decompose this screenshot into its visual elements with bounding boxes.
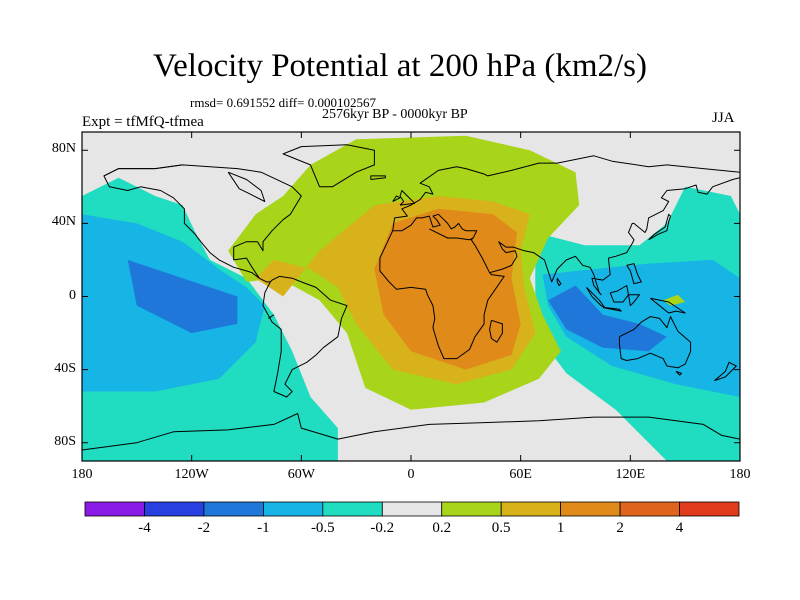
coastline-10: [586, 287, 606, 308]
coastline-18: [675, 370, 682, 376]
colorbar-box-2: [203, 501, 264, 517]
colorbar-box-1: [144, 501, 205, 517]
lon-tick-label: 0: [407, 467, 415, 482]
experiment-label: Expt = tfMfQ-tfmea: [82, 114, 204, 130]
season-label: JJA: [712, 110, 735, 126]
coastline-16: [648, 213, 671, 241]
field-region-2-1: [548, 285, 667, 352]
colorbar-box-8: [560, 501, 621, 517]
lon-tick-label: 120W: [174, 467, 209, 482]
lon-tick-label: 180: [729, 467, 751, 482]
lat-tick-label: 80N: [51, 141, 76, 157]
coastline-17: [618, 316, 692, 369]
coastline-7: [489, 177, 740, 296]
field-region-3-1: [663, 294, 686, 306]
colorbar-tick-label: -2: [197, 520, 211, 536]
lat-tick-label: 80S: [54, 433, 76, 449]
lat-tick-label: 40S: [54, 360, 76, 376]
lat-tick-label: 0: [69, 287, 76, 303]
coastline-23: [268, 314, 275, 319]
axis-ticks: [81, 132, 741, 461]
colorbar-tick-label: -4: [138, 520, 151, 536]
coastline-21: [392, 195, 401, 202]
coastline-3: [370, 175, 386, 180]
coastline-6: [429, 228, 474, 241]
coastline-20: [399, 190, 416, 206]
coastline-22: [82, 413, 740, 451]
colorbar-box-0: [84, 501, 145, 517]
coastline-14: [650, 297, 686, 314]
colorbar: [84, 501, 740, 517]
coastline-24: [227, 171, 266, 202]
map-title: Velocity Potential at 200 hPa (km2/s): [152, 48, 648, 84]
coastline-9: [556, 277, 562, 286]
coastline-0: [103, 164, 348, 398]
colorbar-box-4: [322, 501, 383, 517]
coastline-8: [489, 319, 503, 343]
colorbar-tick-label: 0.5: [491, 520, 511, 536]
coastline-15: [626, 263, 642, 285]
colorbar-tick-label: 0.2: [432, 520, 452, 536]
period-label: 2576kyr BP - 0000kyr BP: [322, 107, 468, 122]
coastline-13: [628, 294, 640, 307]
lon-tick-label: 60E: [509, 467, 532, 482]
coastline-layer: [82, 144, 740, 451]
colorbar-box-9: [619, 501, 680, 517]
colorbar-tick-label: -0.5: [310, 520, 335, 536]
colorbar-tick-label: -0.2: [370, 520, 395, 536]
coastline-19: [714, 361, 737, 382]
colorbar-tick-label: 4: [675, 520, 684, 536]
coastline-4: [392, 155, 740, 231]
lat-tick-label: 40N: [51, 214, 76, 230]
lon-tick-label: 60W: [287, 467, 315, 482]
colorbar-box-6: [441, 501, 502, 517]
colorbar-tick-label: -1: [257, 520, 270, 536]
colorbar-tick-label: 2: [616, 520, 624, 536]
colorbar-tick-label: 1: [556, 520, 565, 536]
colorbar-box-10: [679, 501, 740, 517]
coastline-5: [379, 213, 505, 360]
colorbar-box-7: [500, 501, 562, 517]
lon-tick-label: 120E: [615, 467, 646, 482]
coastline-1: [103, 164, 260, 279]
colorbar-box-5: [381, 501, 443, 517]
field-region-2-0: [127, 259, 238, 334]
stats-line: rmsd= 0.691552 diff= 0.000102567: [190, 95, 376, 110]
lon-tick-label: 180: [71, 467, 93, 482]
colorbar-box-3: [262, 501, 324, 517]
coastline-2: [282, 144, 375, 188]
coastline-11: [602, 307, 622, 312]
field-region-5-0: [374, 208, 521, 370]
